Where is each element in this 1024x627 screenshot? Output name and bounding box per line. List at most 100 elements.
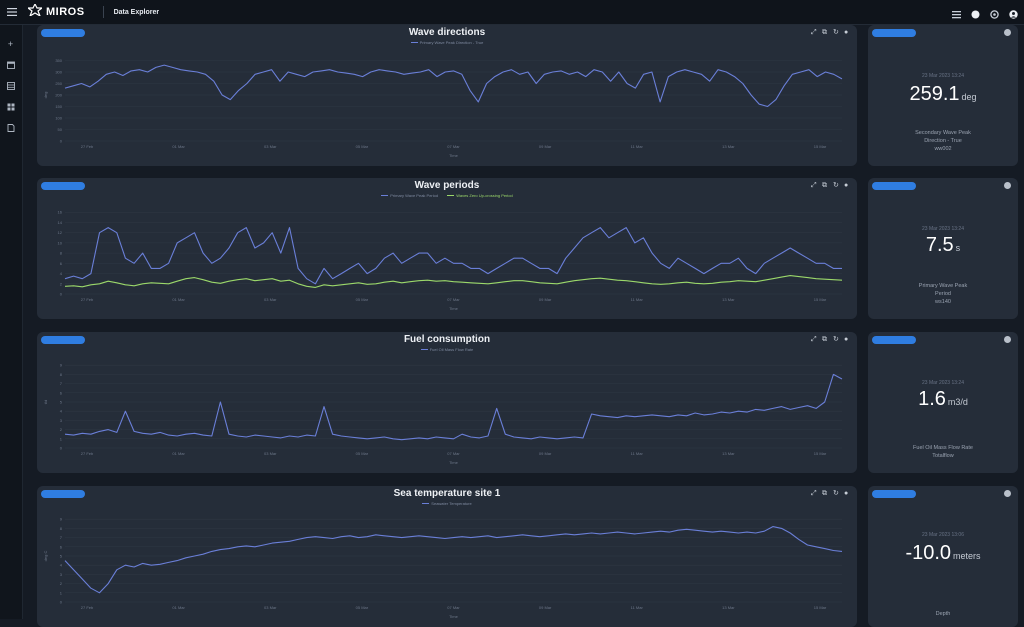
zoom-reset-icon[interactable]: ⧉ bbox=[822, 336, 827, 343]
y-tick-label: 10 bbox=[58, 240, 63, 245]
dashboard-icon[interactable] bbox=[5, 103, 16, 114]
top-right-actions bbox=[952, 6, 1018, 19]
chart-tag-pill[interactable] bbox=[41, 29, 85, 37]
kpi-number: -10.0 bbox=[905, 542, 952, 564]
kpi-tag-pill[interactable] bbox=[872, 29, 916, 37]
zoom-reset-icon[interactable]: ⧉ bbox=[822, 182, 827, 189]
zoom-reset-icon[interactable]: ⧉ bbox=[822, 29, 827, 36]
y-tick-label: 0 bbox=[60, 292, 63, 297]
document-icon[interactable] bbox=[5, 124, 16, 135]
y-tick-label: 2 bbox=[60, 281, 63, 286]
y-tick-label: 4 bbox=[60, 563, 63, 568]
x-tick-label: 11 Mar bbox=[631, 297, 644, 302]
chart-tag-pill[interactable] bbox=[41, 182, 85, 190]
y-tick-label: 4 bbox=[60, 409, 63, 414]
chart-legend[interactable]: Fuel Oil Mass Flow Rate bbox=[37, 347, 857, 352]
y-tick-label: 3 bbox=[60, 418, 63, 423]
zoom-icon[interactable]: ⤢ bbox=[811, 182, 817, 189]
zoom-icon[interactable]: ⤢ bbox=[811, 336, 817, 343]
y-tick-label: 1 bbox=[60, 436, 63, 441]
x-tick-label: 07 Mar bbox=[447, 144, 460, 149]
chart-toolbar: ⤢ ⧉ ↻ ● bbox=[811, 336, 851, 343]
moon-icon[interactable] bbox=[971, 6, 980, 19]
y-tick-label: 6 bbox=[60, 390, 63, 395]
kpi-unit: deg bbox=[961, 92, 977, 102]
kpi-options-icon[interactable] bbox=[1004, 29, 1011, 36]
kpi-tag-pill[interactable] bbox=[872, 490, 916, 498]
chart-svg[interactable]: 0 1 2 3 4 5 6 7 8 9 27 Feb 01 Mar 03 Mar 05 Mar 07 Mar… bbox=[37, 486, 857, 627]
y-tick-label: 8 bbox=[60, 526, 63, 531]
y-axis-label: t/d bbox=[43, 400, 48, 404]
restore-icon[interactable]: ↻ bbox=[833, 490, 839, 497]
kpi-tag-pill[interactable] bbox=[872, 182, 916, 190]
chart-legend[interactable]: Primary Wave Peak Direction - True bbox=[37, 40, 857, 45]
kpi-number: 1.6 bbox=[918, 388, 946, 410]
kpi-tag-pill[interactable] bbox=[872, 336, 916, 344]
calendar-icon[interactable] bbox=[5, 61, 16, 72]
x-tick-label: 27 Feb bbox=[81, 144, 94, 149]
y-tick-label: 350 bbox=[55, 58, 62, 63]
grid-icon[interactable] bbox=[952, 6, 961, 19]
series-line bbox=[64, 227, 842, 285]
kpi-options-icon[interactable] bbox=[1004, 490, 1011, 497]
kpi-label-line: ws140 bbox=[935, 299, 951, 305]
y-tick-label: 3 bbox=[60, 572, 63, 577]
x-tick-label: 03 Mar bbox=[264, 144, 277, 149]
x-tick-label: 27 Feb bbox=[81, 297, 94, 302]
app-title: Data Explorer bbox=[113, 8, 160, 16]
series-line bbox=[64, 275, 843, 288]
chart-panel-wave-periods: Wave periods Primary Wave Peak Period Wa… bbox=[37, 178, 857, 319]
y-tick-label: 9 bbox=[60, 517, 63, 522]
hamburger-icon[interactable] bbox=[0, 5, 24, 19]
chart-svg[interactable]: 0 2 4 6 8 10 12 14 16 27 Feb 01 Mar 03 Mar 05 Mar 07 … bbox=[37, 178, 857, 319]
restore-icon[interactable]: ↻ bbox=[833, 29, 839, 36]
brand-logo[interactable]: MIROS bbox=[26, 2, 85, 21]
chart-toolbar: ⤢ ⧉ ↻ ● bbox=[811, 490, 851, 497]
chart-legend[interactable]: Seawater Temperature bbox=[37, 501, 857, 506]
x-axis-label: Time bbox=[449, 306, 459, 311]
brand-name: MIROS bbox=[46, 6, 85, 18]
plus-icon[interactable]: + bbox=[7, 39, 14, 49]
x-tick-label: 05 Mar bbox=[356, 605, 369, 610]
user-icon[interactable] bbox=[1009, 6, 1018, 19]
chart-panel-sea-temperature: Sea temperature site 1 Seawater Temperat… bbox=[37, 486, 857, 627]
x-axis-label: Time bbox=[449, 153, 459, 158]
zoom-reset-icon[interactable]: ⧉ bbox=[822, 490, 827, 497]
save-icon[interactable]: ● bbox=[844, 336, 849, 343]
chart-toolbar: ⤢ ⧉ ↻ ● bbox=[811, 182, 851, 189]
save-icon[interactable]: ● bbox=[844, 29, 849, 36]
kpi-value: -10.0 meters bbox=[868, 542, 1018, 565]
save-icon[interactable]: ● bbox=[844, 490, 849, 497]
legend-entry: Seawater Temperature bbox=[431, 501, 472, 506]
x-tick-label: 11 Mar bbox=[631, 451, 644, 456]
x-tick-label: 01 Mar bbox=[172, 605, 185, 610]
zoom-icon[interactable]: ⤢ bbox=[811, 490, 817, 497]
x-axis-label: Time bbox=[449, 460, 459, 465]
chart-tag-pill[interactable] bbox=[41, 490, 85, 498]
kpi-label-line: ww002 bbox=[934, 146, 952, 152]
restore-icon[interactable]: ↻ bbox=[833, 182, 839, 189]
x-tick-label: 05 Mar bbox=[356, 451, 369, 456]
chart-tag-pill[interactable] bbox=[41, 336, 85, 344]
chart-svg[interactable]: 0 1 2 3 4 5 6 7 8 9 27 Feb 01 Mar 03 Mar 05 Mar 07 Mar… bbox=[37, 332, 857, 473]
save-icon[interactable]: ● bbox=[844, 182, 849, 189]
kpi-number: 259.1 bbox=[909, 83, 960, 105]
kpi-options-icon[interactable] bbox=[1004, 336, 1011, 343]
x-tick-label: 09 Mar bbox=[539, 144, 552, 149]
y-tick-label: 2 bbox=[60, 581, 63, 586]
series-line bbox=[64, 373, 843, 441]
x-tick-label: 11 Mar bbox=[631, 605, 644, 610]
restore-icon[interactable]: ↻ bbox=[833, 336, 839, 343]
gear-icon[interactable] bbox=[990, 6, 999, 19]
kpi-unit: m3/d bbox=[947, 397, 968, 407]
series-line bbox=[64, 526, 843, 594]
x-tick-label: 13 Mar bbox=[722, 297, 735, 302]
chart-panel-fuel-consumption: Fuel consumption Fuel Oil Mass Flow Rate… bbox=[37, 332, 857, 473]
table-icon[interactable] bbox=[5, 82, 16, 93]
chart-svg[interactable]: 0 50 100 150 200 250 300 350 27 Feb 01 Mar 03 Mar 0… bbox=[37, 25, 857, 166]
zoom-icon[interactable]: ⤢ bbox=[811, 29, 817, 36]
chart-legend[interactable]: Primary Wave Peak Period Waves Zero Up-c… bbox=[37, 193, 857, 198]
kpi-options-icon[interactable] bbox=[1004, 182, 1011, 189]
y-tick-label: 12 bbox=[58, 230, 63, 235]
miros-logo-icon bbox=[26, 2, 44, 21]
